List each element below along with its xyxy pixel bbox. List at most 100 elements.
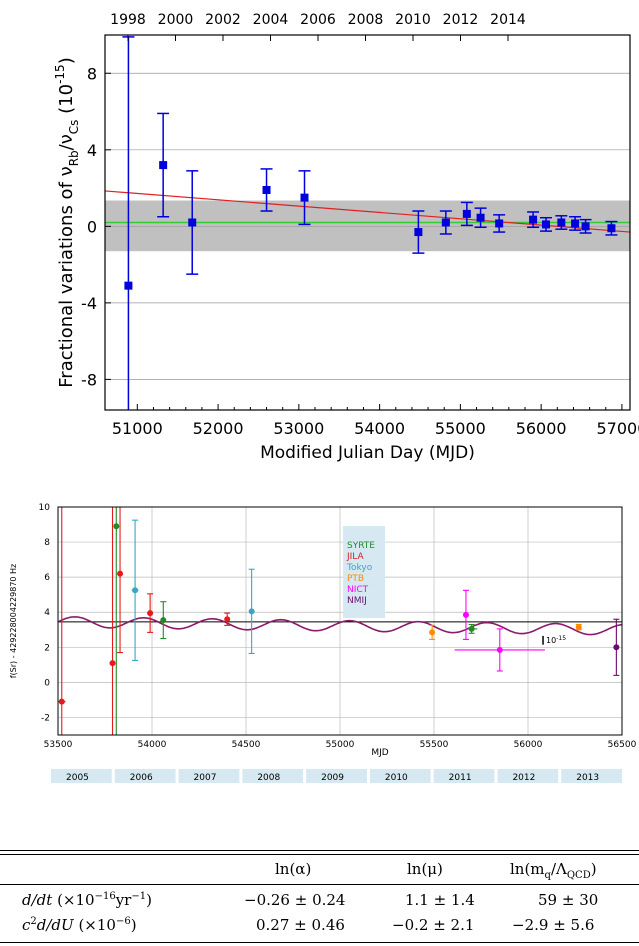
year-label: 2005 bbox=[66, 773, 89, 783]
y-tick-label: 4 bbox=[44, 608, 50, 618]
fit-curve bbox=[57, 616, 623, 636]
row-c2ddu-mq: −2.9 ± 5.6 bbox=[512, 916, 595, 934]
data-point bbox=[124, 281, 133, 290]
year-cell bbox=[178, 769, 240, 783]
header-ln-alpha: ln(α) bbox=[275, 860, 312, 878]
row-ddt-label: d/dt (×10−16yr−1) bbox=[22, 891, 152, 909]
y-tick-label: 8 bbox=[44, 538, 50, 548]
y-axis-label-part: Rb bbox=[67, 150, 81, 166]
y-tick-label: 0 bbox=[87, 217, 97, 236]
x-tick-label: 55000 bbox=[435, 419, 486, 438]
data-point bbox=[132, 587, 139, 594]
data-point bbox=[529, 215, 538, 224]
x-tick-label: 53000 bbox=[273, 419, 324, 438]
data-point bbox=[248, 608, 255, 615]
x-tick-label: 56000 bbox=[514, 740, 543, 750]
data-point bbox=[300, 193, 309, 202]
data-point bbox=[117, 570, 124, 577]
row-c2ddu-mu: −0.2 ± 2.1 bbox=[392, 916, 475, 934]
year-label: 2012 bbox=[512, 773, 535, 783]
y-tick-label: 0 bbox=[44, 678, 50, 688]
y-tick-label: 8 bbox=[87, 64, 97, 83]
x-axis-label: MJD bbox=[371, 748, 388, 758]
row-ddt-mu: 1.1 ± 1.4 bbox=[405, 891, 475, 909]
y-axis-label: Fractional variations of νRb/νCs (10-15) bbox=[53, 57, 81, 387]
year-cell bbox=[51, 769, 112, 783]
y-axis-label-part: ) bbox=[56, 57, 77, 64]
constants-table: ln(α) ln(μ) ln(mq/ΛQCD) d/dt (×10−16yr−1… bbox=[0, 850, 639, 946]
scale-annotation-base: 10 bbox=[546, 636, 556, 645]
year-label: 2011 bbox=[449, 773, 472, 783]
scale-annotation-exp: -15 bbox=[556, 635, 566, 642]
sr-frequency-chart: SYRTEJILATokyoPTBNICTNMIJ10-15-202468105… bbox=[9, 503, 637, 783]
data-point bbox=[224, 616, 231, 623]
data-point bbox=[496, 646, 503, 653]
year-cell bbox=[497, 769, 559, 783]
legend-box bbox=[343, 526, 385, 618]
top-tick-label: 2008 bbox=[348, 12, 384, 28]
data-point bbox=[581, 222, 590, 231]
year-label: 2006 bbox=[130, 773, 153, 783]
data-point bbox=[613, 644, 620, 651]
data-point bbox=[159, 161, 168, 170]
x-tick-label: 54000 bbox=[354, 419, 405, 438]
y-tick-label: -4 bbox=[81, 294, 97, 313]
plot-frame bbox=[57, 506, 623, 736]
row-ddt-mq: 59 ± 30 bbox=[538, 891, 599, 909]
legend-entry: NICT bbox=[347, 585, 369, 595]
y-tick-label: -8 bbox=[81, 370, 97, 389]
row-ddt-alpha: −0.26 ± 0.24 bbox=[244, 891, 346, 909]
data-point bbox=[58, 698, 65, 705]
x-tick-label: 53500 bbox=[44, 740, 73, 750]
data-point bbox=[160, 617, 167, 624]
year-label: 2007 bbox=[194, 773, 217, 783]
top-tick-label: 2012 bbox=[443, 12, 479, 28]
top-tick-label: 2004 bbox=[253, 12, 289, 28]
data-point bbox=[575, 624, 582, 631]
data-point bbox=[495, 219, 504, 228]
data-point bbox=[462, 611, 469, 618]
x-tick-label: 56500 bbox=[608, 740, 637, 750]
data-point bbox=[557, 218, 566, 227]
legend-entry: PTB bbox=[347, 574, 364, 584]
data-point bbox=[462, 209, 471, 218]
x-tick-label: 55500 bbox=[420, 740, 449, 750]
y-tick-label: 2 bbox=[44, 643, 50, 653]
legend-entry: NMIJ bbox=[347, 596, 367, 606]
rb-cs-chart: 51000 52000 53000 54000 55000 56000 57000 -8 -4 0… bbox=[53, 12, 639, 463]
data-point bbox=[476, 213, 485, 222]
scale-annotation: 10-15 bbox=[546, 635, 566, 645]
x-tick-label: 52000 bbox=[193, 419, 244, 438]
year-label: 2009 bbox=[321, 773, 344, 783]
year-label: 2008 bbox=[257, 773, 280, 783]
top-tick-label: 2006 bbox=[300, 12, 336, 28]
x-tick-label: 54000 bbox=[138, 740, 167, 750]
header-ln-mq: ln(mq/ΛQCD) bbox=[510, 860, 597, 881]
x-tick-label: 54500 bbox=[232, 740, 261, 750]
x-axis-label: Modified Julian Day (MJD) bbox=[260, 443, 475, 463]
plot-frame bbox=[104, 34, 631, 411]
y-axis-label-part: -15 bbox=[53, 64, 67, 84]
top-tick-label: 2010 bbox=[395, 12, 431, 28]
top-tick-label: 2002 bbox=[205, 12, 241, 28]
y-axis-label-part: (10 bbox=[56, 84, 77, 120]
data-point bbox=[571, 219, 580, 228]
x-tick-label: 55000 bbox=[326, 740, 355, 750]
x-tick-label: 56000 bbox=[516, 419, 567, 438]
y-axis-label-part: Fractional variations of ν bbox=[56, 166, 77, 387]
year-label: 2013 bbox=[576, 773, 599, 783]
data-point bbox=[414, 228, 423, 237]
row-c2ddu-label: c2d/dU (×10−6) bbox=[22, 916, 137, 934]
data-point bbox=[468, 625, 475, 632]
data-point bbox=[607, 224, 616, 233]
year-cell bbox=[242, 769, 304, 783]
y-axis-label-part: /ν bbox=[56, 134, 77, 150]
data-point bbox=[147, 610, 154, 617]
year-cell bbox=[433, 769, 495, 783]
top-tick-label: 1998 bbox=[110, 12, 146, 28]
y-tick-label: 6 bbox=[44, 573, 50, 583]
data-point bbox=[113, 523, 120, 530]
legend-entry: Tokyo bbox=[346, 563, 373, 573]
year-cell bbox=[114, 769, 176, 783]
year-label: 2010 bbox=[385, 773, 408, 783]
